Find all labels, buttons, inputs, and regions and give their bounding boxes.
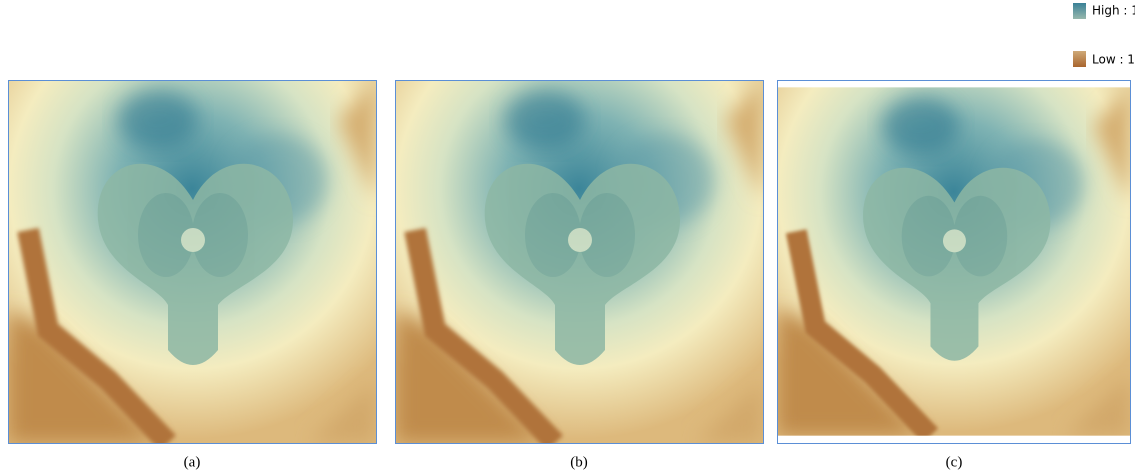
legend-gap bbox=[1073, 19, 1086, 51]
map-panel bbox=[8, 80, 377, 444]
map-panel bbox=[395, 80, 764, 444]
panel-caption: (a) bbox=[184, 454, 201, 470]
legend: High : 144,21 Low : 100,89 bbox=[1073, 3, 1135, 67]
panel-caption: (b) bbox=[570, 454, 588, 470]
panel-caption: (c) bbox=[946, 454, 963, 470]
legend-low: Low : 100,89 bbox=[1092, 53, 1135, 67]
legend-high: High : 144,21 bbox=[1092, 4, 1135, 18]
map-panel bbox=[777, 80, 1131, 444]
